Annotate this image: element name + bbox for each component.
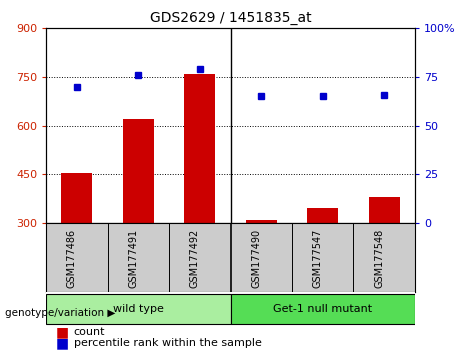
FancyBboxPatch shape: [230, 294, 415, 324]
Text: Get-1 null mutant: Get-1 null mutant: [273, 304, 372, 314]
Bar: [184, 74, 215, 223]
Bar: [246, 220, 277, 223]
Text: GSM177548: GSM177548: [374, 229, 384, 288]
Text: genotype/variation ▶: genotype/variation ▶: [5, 308, 115, 318]
FancyBboxPatch shape: [46, 294, 230, 324]
Text: percentile rank within the sample: percentile rank within the sample: [74, 338, 262, 348]
Text: count: count: [74, 327, 105, 337]
Text: GSM177486: GSM177486: [67, 229, 77, 288]
Text: GSM177547: GSM177547: [313, 229, 323, 288]
Bar: [307, 209, 338, 223]
Bar: [369, 197, 400, 223]
Text: GSM177490: GSM177490: [251, 229, 261, 288]
Text: ■: ■: [55, 325, 68, 339]
Bar: [123, 119, 154, 223]
Text: GSM177492: GSM177492: [190, 229, 200, 288]
Text: ■: ■: [55, 336, 68, 350]
Bar: [61, 173, 92, 223]
Title: GDS2629 / 1451835_at: GDS2629 / 1451835_at: [150, 11, 311, 24]
Text: GSM177491: GSM177491: [128, 229, 138, 288]
Text: wild type: wild type: [113, 304, 164, 314]
